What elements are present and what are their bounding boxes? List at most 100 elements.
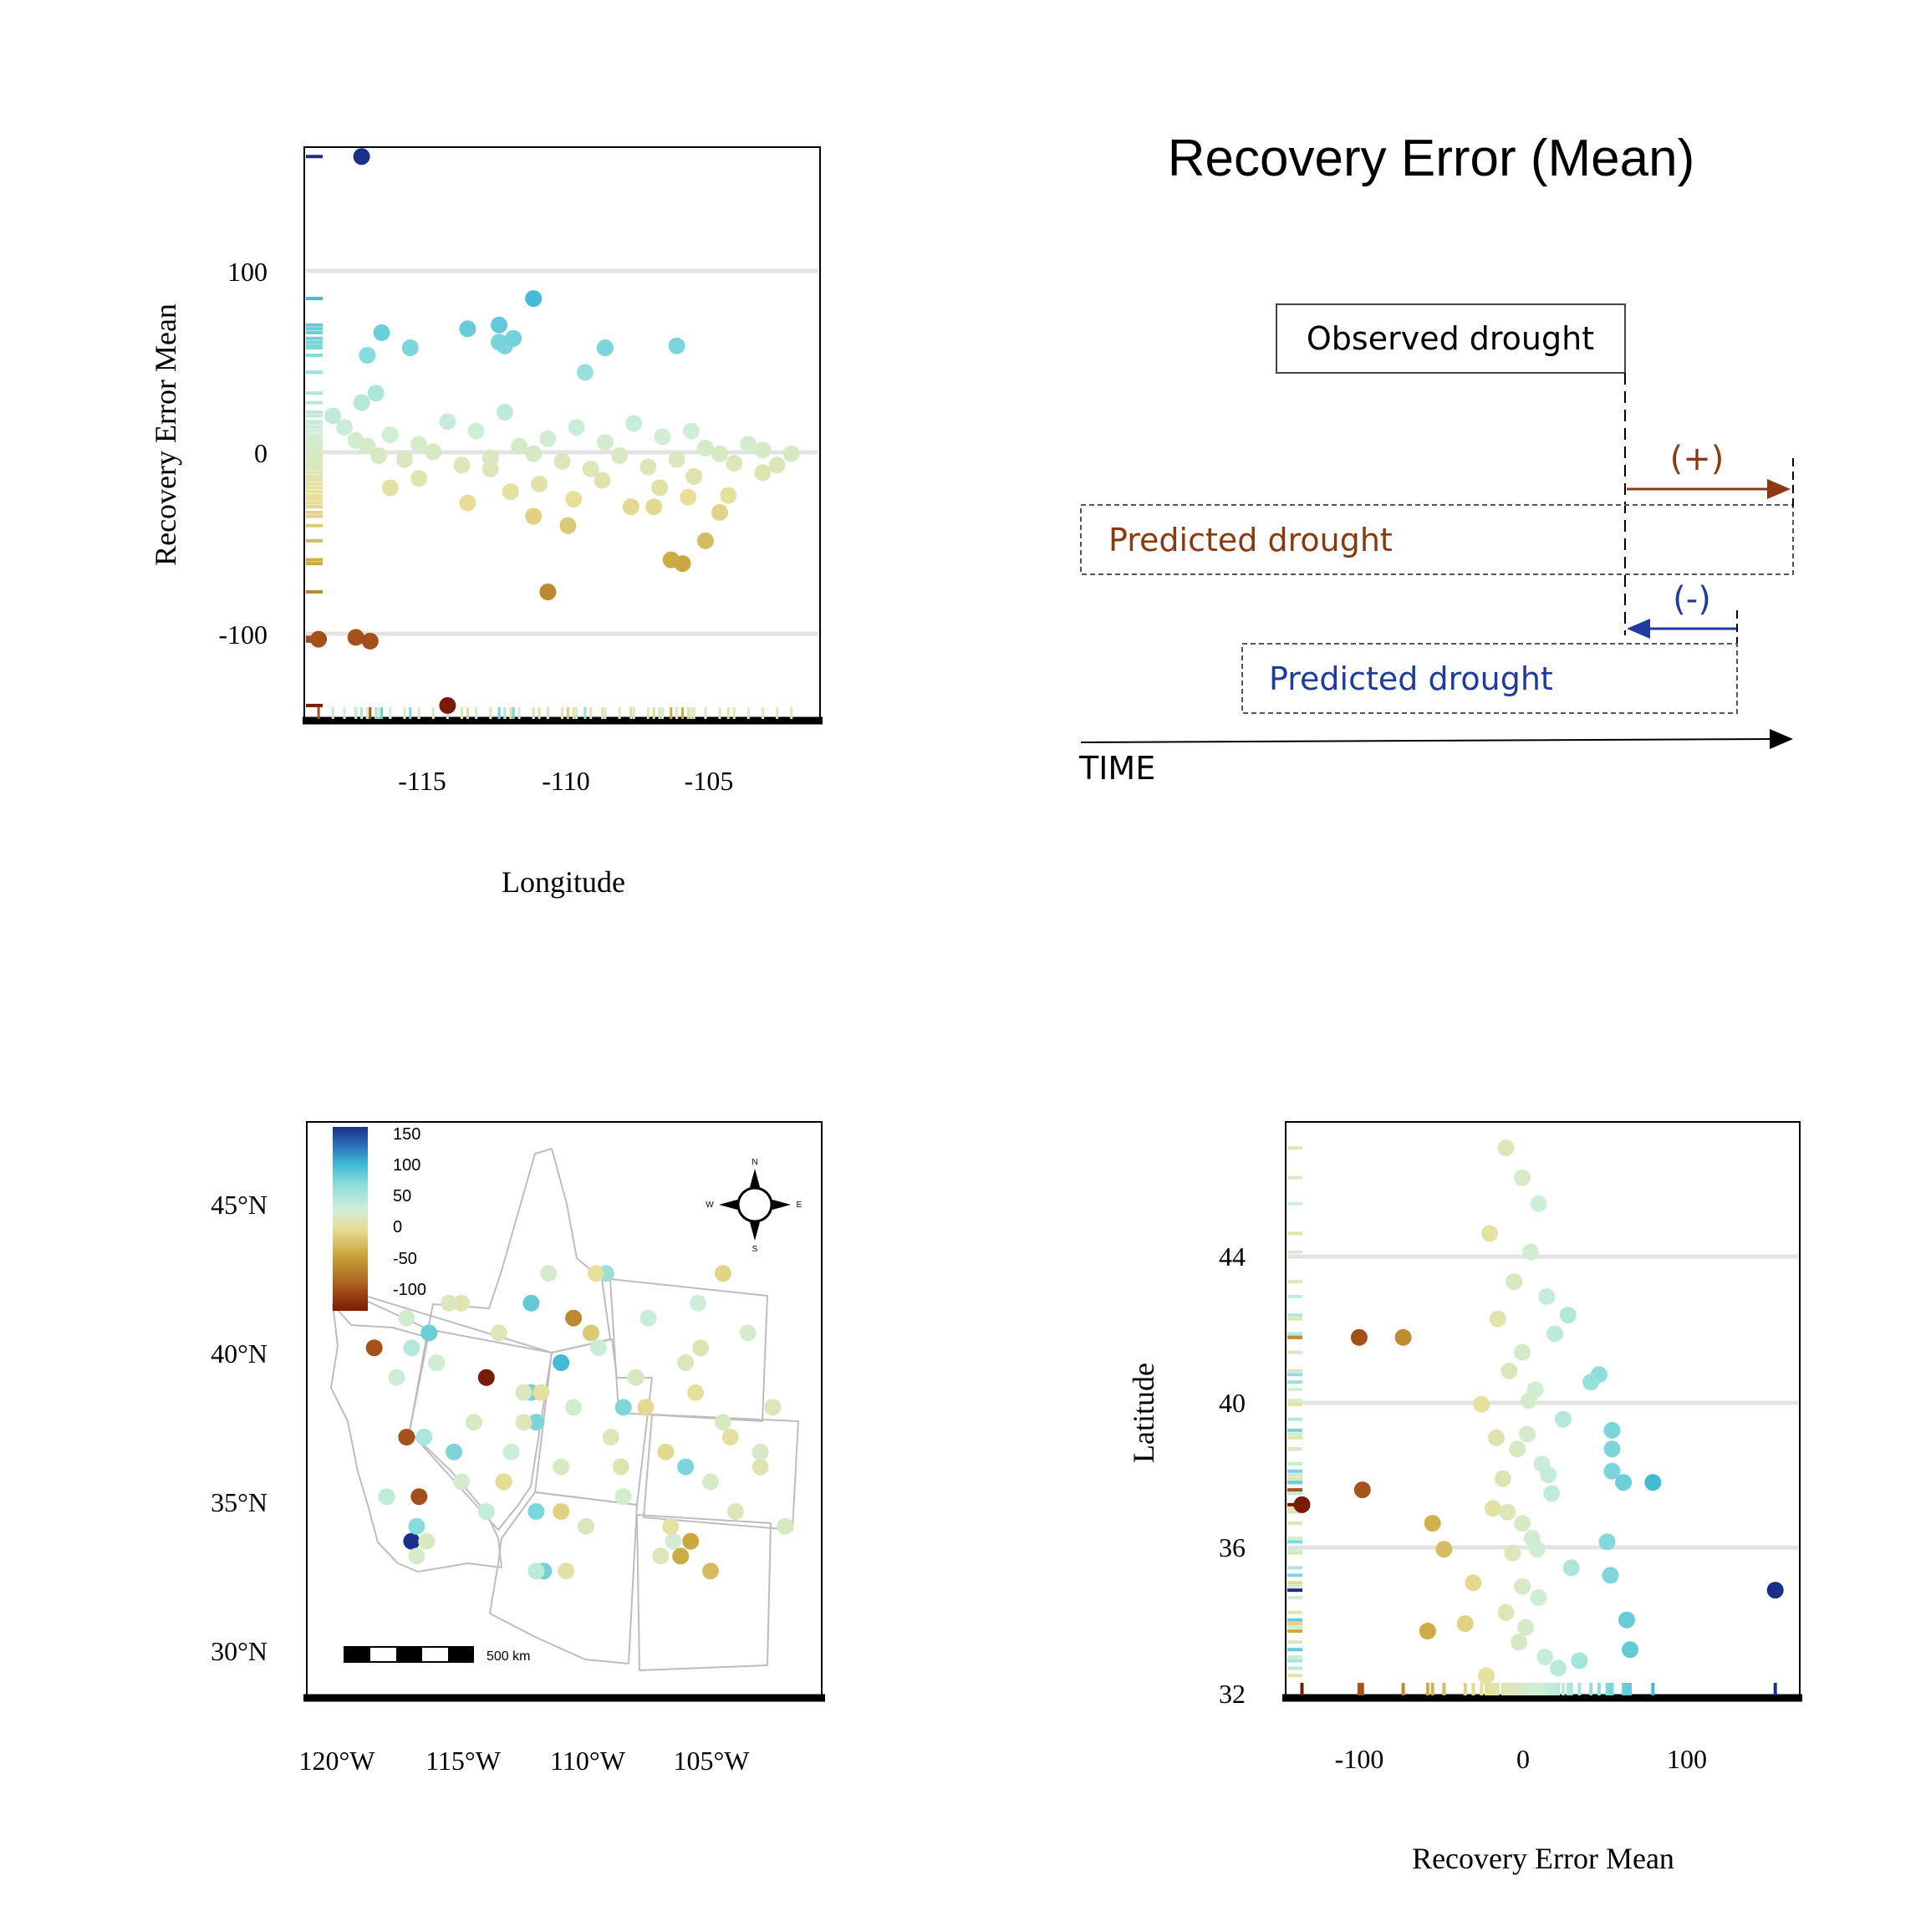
- map-site-point: [553, 1503, 570, 1520]
- p1-point: [353, 394, 370, 411]
- p4-point: [1481, 1225, 1498, 1242]
- p4-xtick-neg100: -100: [1335, 1744, 1384, 1774]
- p4-point: [1766, 1582, 1784, 1599]
- compass-w: W: [706, 1200, 714, 1210]
- schematic-panel: Recovery Error (Mean) Observed drought P…: [1078, 130, 1794, 787]
- plus-label: (+): [1670, 440, 1725, 478]
- p1-point: [370, 447, 388, 464]
- p1-point: [373, 324, 390, 341]
- p4-point: [1456, 1615, 1474, 1633]
- map-site-point: [365, 1339, 383, 1357]
- map-site-point: [477, 1503, 495, 1520]
- p1-point: [754, 441, 772, 459]
- map-site-point: [714, 1265, 731, 1282]
- p4-point: [1554, 1410, 1572, 1428]
- p4-point: [1603, 1462, 1621, 1480]
- map-site-point: [453, 1294, 470, 1312]
- compass-e: E: [797, 1200, 802, 1210]
- p1-point: [525, 290, 543, 308]
- p4-ytick-36: 36: [1219, 1532, 1246, 1562]
- plus-arrow-head: [1767, 479, 1791, 499]
- map-site-point: [565, 1309, 583, 1327]
- colorbar: [333, 1127, 368, 1311]
- p1-point: [459, 320, 476, 338]
- scale-bar: 500 km: [344, 1646, 530, 1664]
- map-site-point: [446, 1443, 463, 1460]
- colorbar-tick-50: 50: [393, 1187, 411, 1206]
- p1-point: [651, 479, 668, 497]
- p1-point: [336, 419, 353, 436]
- map-site-point: [418, 1532, 436, 1550]
- p4-point: [1478, 1667, 1495, 1685]
- p4-points: [1293, 1139, 1784, 1685]
- p1-point: [353, 148, 370, 166]
- p1-point: [467, 422, 485, 440]
- observed-drought-box: [1276, 303, 1626, 374]
- map-site-point: [726, 1503, 744, 1520]
- p4-point: [1530, 1589, 1547, 1606]
- map-site-point: [415, 1429, 433, 1445]
- p4-point: [1394, 1328, 1412, 1346]
- map-site-point: [752, 1443, 769, 1460]
- p1-point: [539, 430, 557, 447]
- time-axis: [1080, 738, 1773, 743]
- map-site-point: [527, 1414, 545, 1431]
- p4-point: [1618, 1611, 1635, 1629]
- p4-xtick-0: 0: [1516, 1744, 1530, 1774]
- map-xtick-120w: 120°W: [299, 1746, 376, 1776]
- p4-point: [1497, 1603, 1515, 1621]
- map-site-points: [365, 1265, 794, 1580]
- p4-point: [1562, 1559, 1580, 1577]
- arizona-outline: [489, 1491, 638, 1664]
- p4-point: [1517, 1618, 1534, 1636]
- p1-point: [726, 455, 743, 472]
- p4-point: [1497, 1139, 1515, 1157]
- map-ytick-30n: 30°N: [211, 1636, 267, 1666]
- p1-point: [359, 437, 376, 455]
- p1-point: [685, 467, 703, 485]
- p4-y-axis-label: Latitude: [1127, 1363, 1160, 1463]
- p4-ytick-40: 40: [1219, 1388, 1246, 1418]
- map-site-point: [522, 1294, 540, 1312]
- p1-x-axis-label: Longitude: [502, 865, 625, 899]
- p1-point: [496, 404, 513, 421]
- map-site-point: [398, 1309, 415, 1327]
- map-site-point: [477, 1369, 495, 1386]
- p1-point: [491, 316, 508, 334]
- map-site-point: [465, 1414, 482, 1431]
- p1-point: [425, 443, 442, 461]
- p4-x-rug: [1300, 1683, 1777, 1695]
- map-ytick-40n: 40°N: [211, 1338, 267, 1369]
- map-site-point: [614, 1488, 632, 1506]
- map-site-point: [403, 1532, 420, 1550]
- map-site-point: [652, 1547, 670, 1565]
- colorbar-tick-0: 0: [393, 1218, 402, 1236]
- p1-point: [720, 487, 737, 504]
- map-site-point: [662, 1517, 680, 1535]
- p1-point: [740, 436, 757, 453]
- map-site-point: [589, 1339, 607, 1357]
- p1-point: [576, 364, 594, 381]
- p4-point: [1489, 1310, 1506, 1328]
- map-site-point: [702, 1562, 719, 1580]
- map-site-point: [441, 1294, 458, 1312]
- p1-point: [367, 385, 385, 402]
- p1-point: [668, 451, 685, 468]
- map-site-point: [420, 1324, 438, 1342]
- map-site-point: [553, 1458, 570, 1476]
- p4-point: [1598, 1533, 1616, 1551]
- map-site-point: [752, 1458, 769, 1476]
- p1-point: [459, 494, 476, 512]
- p1-point: [754, 464, 772, 482]
- map-site-point: [398, 1429, 415, 1445]
- p4-point: [1644, 1474, 1662, 1491]
- map-site-point: [453, 1473, 470, 1491]
- predicted-early-label: Predicted drought: [1269, 660, 1553, 697]
- p4-point: [1419, 1623, 1436, 1639]
- p4-ytick-44: 44: [1219, 1241, 1246, 1272]
- map-site-point: [558, 1562, 575, 1580]
- map-site-point: [612, 1458, 629, 1476]
- p4-point: [1353, 1481, 1371, 1499]
- p1-point: [596, 434, 614, 451]
- map-site-point: [687, 1384, 705, 1401]
